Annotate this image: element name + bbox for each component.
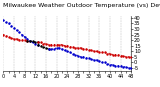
Text: Milwaukee Weather Outdoor Temperature (vs) Dew Point (Last 24 Hours): Milwaukee Weather Outdoor Temperature (v…: [3, 3, 160, 8]
